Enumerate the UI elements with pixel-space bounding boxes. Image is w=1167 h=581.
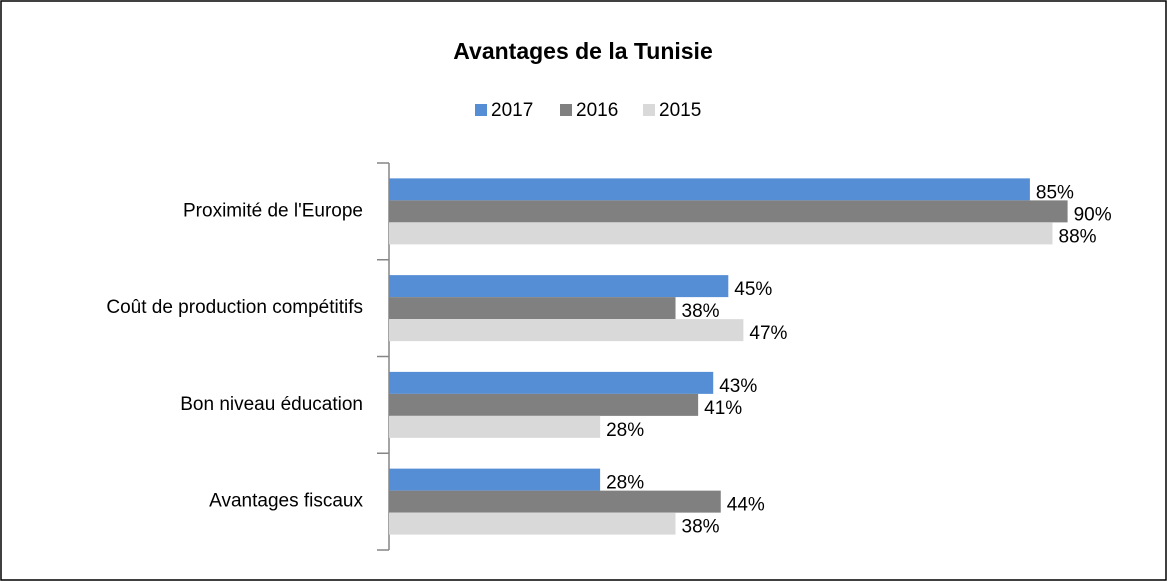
bar [389,512,676,535]
legend-label: 2017 [491,100,533,121]
legend-swatch [475,104,487,116]
chart-title: Avantages de la Tunisie [453,38,712,64]
legend-label: 2015 [659,100,701,121]
bar [389,393,699,416]
data-label: 41% [704,398,742,419]
data-label: 28% [606,473,644,494]
bar [389,415,601,438]
data-label: 28% [606,420,644,441]
bar [389,178,1030,201]
legend-label: 2016 [576,100,618,121]
bar [389,371,714,394]
bar [389,319,744,342]
data-label: 38% [682,301,720,322]
bar [389,275,729,298]
legend-swatch [560,104,572,116]
bar [389,222,1053,245]
bar [389,468,601,491]
data-label: 44% [727,495,765,516]
bar [389,200,1068,223]
y-tick-label: Bon niveau éducation [180,394,363,415]
data-label: 47% [749,323,787,344]
bar [389,297,676,320]
legend-swatch [643,104,655,116]
data-label: 90% [1074,204,1112,225]
y-tick-label: Proximité de l'Europe [183,200,363,221]
y-tick-label: Coût de production compétitifs [106,297,363,318]
data-label: 85% [1036,182,1074,203]
data-label: 45% [734,279,772,300]
data-label: 43% [719,376,757,397]
y-tick-label: Avantages fiscaux [209,491,363,512]
data-label: 88% [1059,226,1097,247]
bar [389,490,721,513]
data-label: 38% [682,517,720,538]
